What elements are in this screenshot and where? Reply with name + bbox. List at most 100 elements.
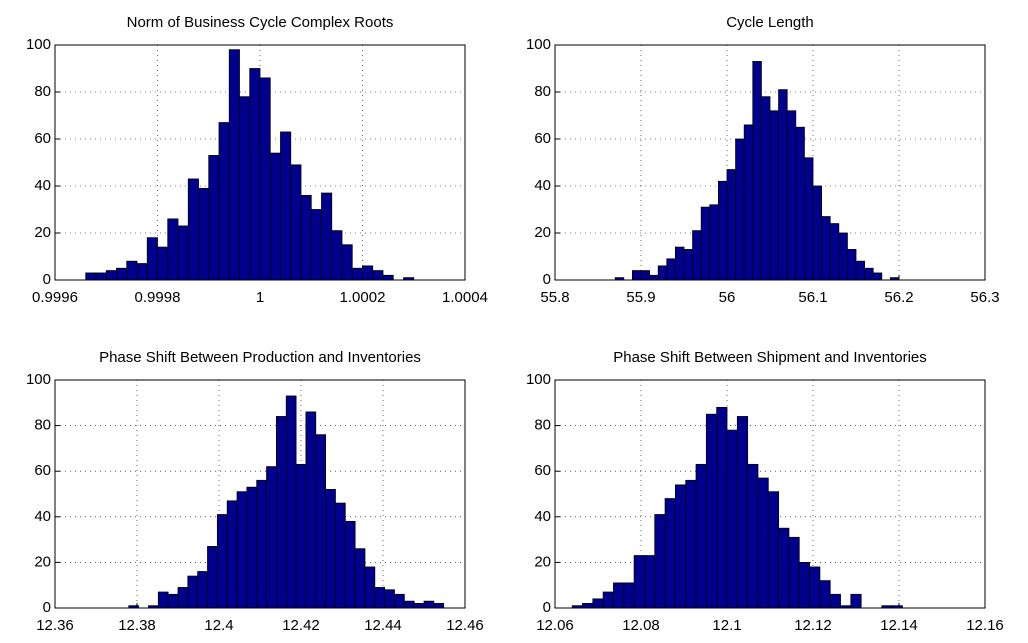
bar bbox=[310, 209, 322, 281]
bar bbox=[228, 49, 240, 281]
bar bbox=[864, 267, 874, 281]
bar bbox=[187, 575, 199, 609]
bar bbox=[726, 429, 738, 609]
y-tick-label: 0 bbox=[43, 271, 51, 288]
bar bbox=[295, 463, 307, 609]
bar bbox=[726, 169, 736, 281]
x-tick-label: 12.44 bbox=[364, 617, 402, 634]
bar bbox=[146, 237, 158, 281]
y-tick-label: 80 bbox=[34, 417, 51, 434]
y-tick-label: 20 bbox=[34, 224, 51, 241]
y-tick-label: 40 bbox=[534, 508, 551, 525]
y-tick-label: 40 bbox=[34, 508, 51, 525]
bar bbox=[325, 489, 336, 609]
bar bbox=[285, 395, 297, 609]
bar bbox=[757, 477, 769, 609]
bar bbox=[95, 272, 107, 281]
bar bbox=[239, 96, 251, 281]
bar bbox=[788, 536, 800, 609]
x-tick-label: 1.0004 bbox=[442, 289, 488, 306]
y-tick-label: 100 bbox=[26, 371, 51, 388]
bar bbox=[354, 548, 366, 609]
axes-box bbox=[554, 44, 986, 281]
bar bbox=[198, 187, 210, 281]
bar bbox=[126, 260, 138, 281]
bar bbox=[735, 138, 745, 281]
bar bbox=[236, 491, 248, 609]
bar bbox=[207, 546, 218, 609]
chart-title: Phase Shift Between Shipment and Invento… bbox=[613, 349, 927, 366]
bar bbox=[819, 580, 831, 609]
y-tick-label: 40 bbox=[534, 177, 551, 194]
y-tick-label: 0 bbox=[543, 271, 551, 288]
y-tick-label: 100 bbox=[26, 36, 51, 53]
y-tick-label: 0 bbox=[543, 599, 551, 616]
x-tick-label: 55.9 bbox=[626, 289, 655, 306]
bar bbox=[716, 406, 728, 609]
y-tick-label: 80 bbox=[534, 83, 551, 100]
bar bbox=[644, 555, 656, 609]
bar bbox=[683, 249, 693, 281]
bar bbox=[632, 270, 642, 281]
bar bbox=[216, 514, 228, 609]
bar bbox=[657, 265, 668, 281]
y-tick-label: 20 bbox=[534, 224, 551, 241]
bar bbox=[761, 96, 771, 281]
y-tick-label: 60 bbox=[534, 130, 551, 147]
bar bbox=[364, 566, 376, 609]
x-tick-label: 55.8 bbox=[540, 289, 569, 306]
y-tick-label: 80 bbox=[534, 417, 551, 434]
x-tick-label: 0.9998 bbox=[135, 289, 181, 306]
bar bbox=[394, 593, 405, 609]
bar bbox=[423, 600, 435, 609]
bar bbox=[709, 204, 719, 281]
bar bbox=[344, 520, 356, 609]
bar bbox=[778, 527, 790, 609]
bar bbox=[736, 416, 749, 609]
bar bbox=[246, 486, 258, 609]
bar bbox=[226, 500, 238, 609]
bar bbox=[269, 152, 281, 281]
chart-title: Cycle Length bbox=[726, 14, 814, 31]
x-tick-label: 12.08 bbox=[622, 617, 660, 634]
bar bbox=[675, 484, 687, 609]
chart-title: Phase Shift Between Production and Inven… bbox=[99, 349, 421, 366]
x-tick-label: 56 bbox=[719, 289, 736, 306]
bar bbox=[300, 194, 312, 281]
x-tick-label: 1.0002 bbox=[340, 289, 386, 306]
x-tick-label: 56.1 bbox=[798, 289, 827, 306]
bar bbox=[341, 244, 353, 281]
bar bbox=[116, 267, 128, 281]
bar bbox=[613, 582, 625, 609]
bar bbox=[85, 272, 97, 281]
bar bbox=[664, 498, 676, 609]
y-tick-label: 60 bbox=[34, 130, 51, 147]
x-tick-label: 56.2 bbox=[884, 289, 913, 306]
x-tick-label: 12.14 bbox=[880, 617, 918, 634]
bar bbox=[374, 587, 386, 609]
bar bbox=[623, 582, 635, 609]
bar bbox=[305, 411, 317, 609]
x-tick-label: 12.06 bbox=[536, 617, 574, 634]
chart-title: Norm of Business Cycle Complex Roots bbox=[127, 14, 394, 31]
x-tick-label: 1 bbox=[256, 289, 264, 306]
bar bbox=[767, 491, 780, 609]
bar bbox=[105, 270, 117, 281]
bar bbox=[795, 126, 805, 281]
bar bbox=[640, 270, 650, 281]
bar bbox=[249, 68, 261, 281]
bar bbox=[259, 77, 271, 281]
bar bbox=[747, 463, 759, 609]
bar bbox=[685, 479, 697, 609]
x-tick-label: 12.1 bbox=[712, 617, 741, 634]
bar bbox=[654, 514, 666, 609]
bar bbox=[275, 416, 287, 609]
bar bbox=[666, 258, 676, 281]
x-tick-label: 0.9996 bbox=[32, 289, 78, 306]
bar bbox=[372, 270, 384, 281]
axes-box bbox=[54, 44, 466, 281]
x-tick-label: 12.4 bbox=[204, 617, 233, 634]
bar bbox=[582, 603, 594, 609]
bar bbox=[847, 249, 857, 281]
